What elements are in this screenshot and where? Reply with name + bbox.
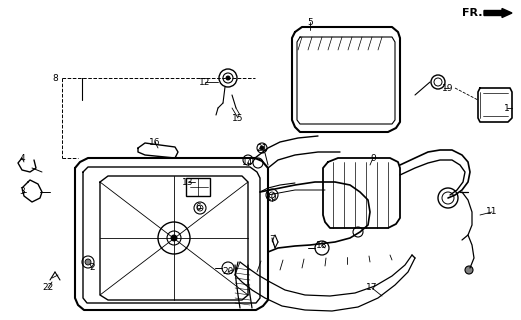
Text: 11: 11 — [486, 207, 498, 217]
Text: 15: 15 — [232, 114, 244, 123]
Bar — [298, 50, 394, 122]
Circle shape — [226, 76, 230, 80]
Circle shape — [260, 146, 264, 150]
Text: 4: 4 — [19, 154, 25, 163]
Bar — [186, 178, 210, 196]
Text: 3: 3 — [19, 188, 25, 196]
FancyArrow shape — [484, 9, 512, 18]
Text: 18: 18 — [316, 241, 328, 250]
Text: 1: 1 — [504, 103, 510, 113]
Text: 8: 8 — [52, 74, 58, 83]
Circle shape — [85, 259, 91, 265]
Text: 16: 16 — [149, 138, 161, 147]
Text: 21: 21 — [256, 143, 268, 153]
Text: 7: 7 — [269, 236, 275, 244]
Text: 22: 22 — [42, 284, 54, 292]
Circle shape — [465, 266, 473, 274]
Text: 10: 10 — [266, 194, 278, 203]
Text: 9: 9 — [370, 154, 376, 163]
Text: 6: 6 — [195, 204, 201, 212]
Text: 19: 19 — [442, 84, 454, 92]
Text: 12: 12 — [200, 77, 210, 86]
Text: 2: 2 — [89, 263, 95, 273]
Text: 20: 20 — [222, 268, 234, 276]
Text: 13: 13 — [182, 178, 194, 187]
Text: 14: 14 — [242, 157, 254, 166]
Text: 17: 17 — [366, 284, 378, 292]
Text: 5: 5 — [307, 18, 313, 27]
Text: FR.: FR. — [462, 8, 482, 18]
Circle shape — [171, 235, 177, 241]
